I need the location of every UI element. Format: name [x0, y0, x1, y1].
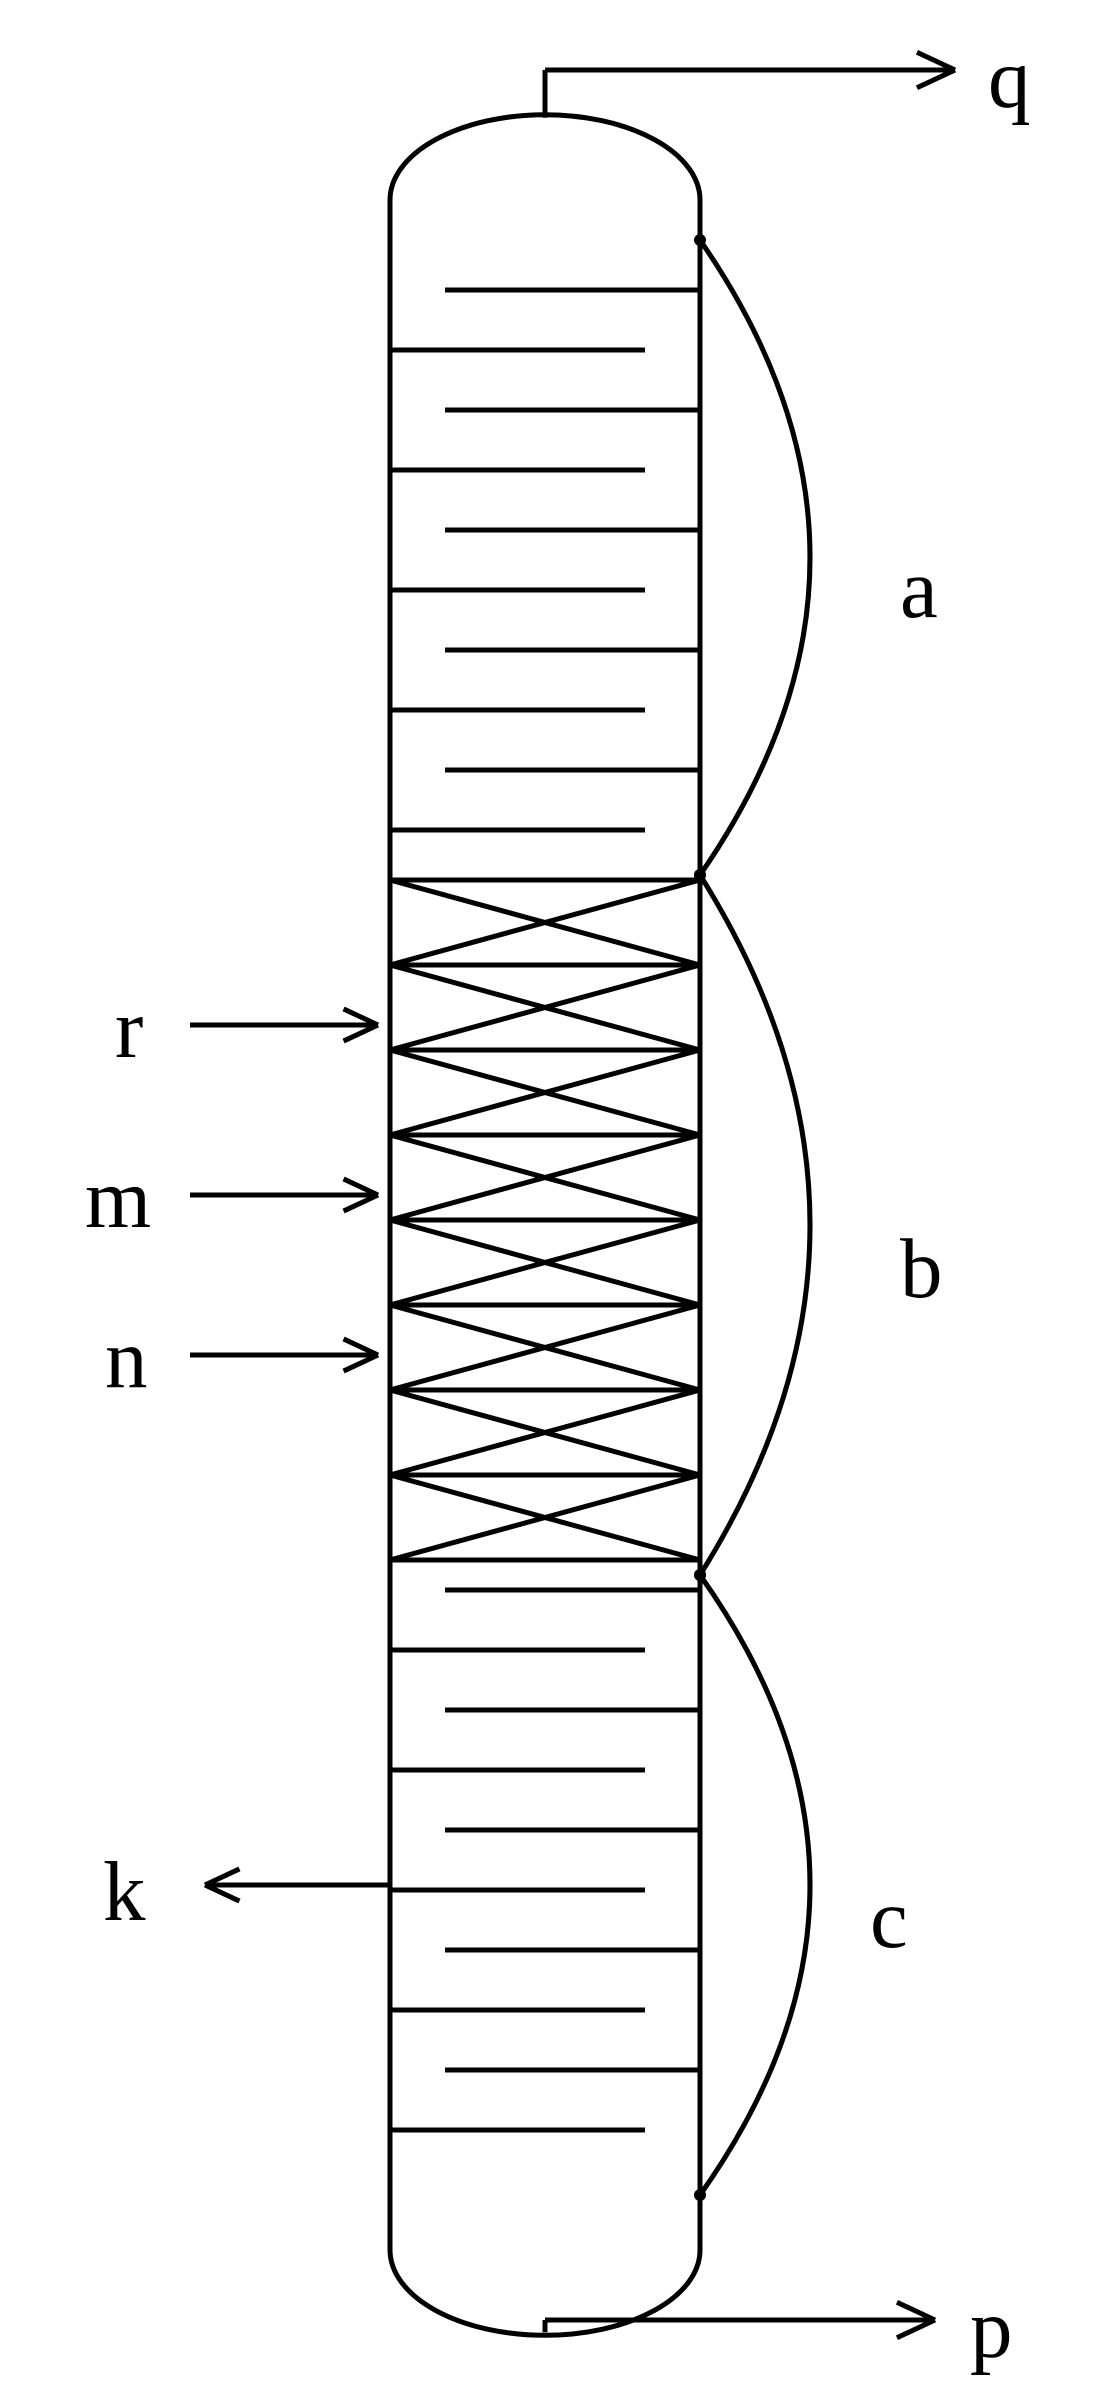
label-b: b	[900, 1220, 943, 1318]
label-r: r	[115, 980, 143, 1078]
label-p: p	[970, 2280, 1013, 2378]
label-a: a	[900, 540, 938, 638]
label-q: q	[988, 30, 1031, 128]
label-m: m	[85, 1150, 151, 1248]
label-n: n	[105, 1310, 148, 1408]
label-c: c	[870, 1870, 908, 1968]
column-diagram	[0, 0, 1093, 2387]
label-k: k	[103, 1843, 146, 1941]
